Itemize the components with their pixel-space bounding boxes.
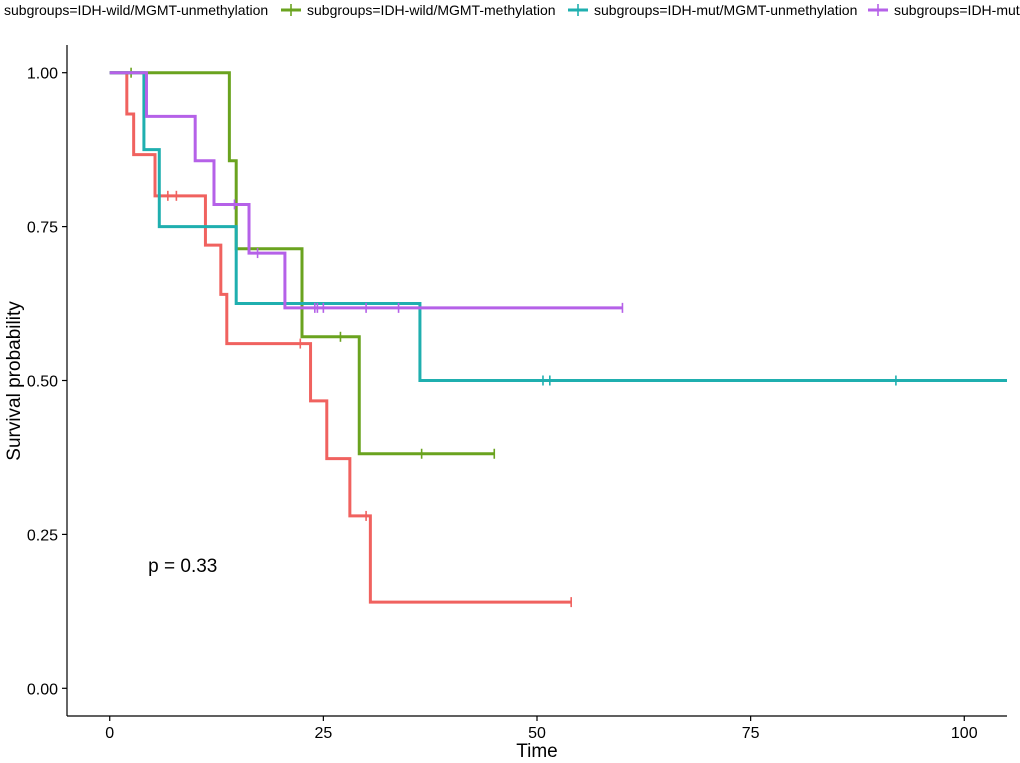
legend-label: subgroups=IDH-wild/MGMT-unmethylation [4, 2, 268, 18]
y-tick-label: 0.50 [27, 374, 58, 391]
legend-item: subgroups=IDH-wild/MGMT-methylation [281, 2, 556, 18]
x-tick-label: 100 [951, 725, 978, 742]
legend-item: subgroups=IDH-mut/MGMT-unmethylation [568, 2, 857, 18]
y-tick-label: 0.00 [27, 681, 58, 698]
survival-curves [109, 67, 1007, 608]
legend-item: subgroups=IDH-wild/MGMT-unmethylation [4, 2, 268, 18]
x-tick-label: 25 [314, 725, 332, 742]
x-ticks: 0 25 50 75 100 [105, 716, 978, 742]
y-tick-label: 0.25 [27, 527, 58, 544]
survival-curve-4 [109, 71, 623, 310]
survival-curve-1 [109, 71, 572, 604]
x-tick-label: 0 [105, 725, 114, 742]
y-axis-title: Survival probability [4, 301, 25, 461]
legend: subgroups=IDH-wild/MGMT-unmethylation sub… [4, 2, 1020, 18]
x-tick-label: 50 [528, 725, 546, 742]
legend-item: subgroups=IDH-mut/MGMT-methylation [868, 2, 1020, 18]
y-ticks: 0.00 0.25 0.50 0.75 1.00 [27, 66, 67, 698]
legend-label: subgroups=IDH-wild/MGMT-methylation [307, 2, 556, 18]
survival-curve-3 [109, 71, 1007, 382]
p-value-annotation: p = 0.33 [148, 556, 217, 577]
x-tick-label: 75 [742, 725, 760, 742]
x-axis-title: Time [516, 741, 558, 762]
legend-label: subgroups=IDH-mut/MGMT-methylation [894, 2, 1020, 18]
y-tick-label: 1.00 [27, 66, 58, 83]
y-tick-label: 0.75 [27, 220, 58, 237]
legend-label: subgroups=IDH-mut/MGMT-unmethylation [594, 2, 857, 18]
survival-curve-2 [109, 71, 495, 456]
